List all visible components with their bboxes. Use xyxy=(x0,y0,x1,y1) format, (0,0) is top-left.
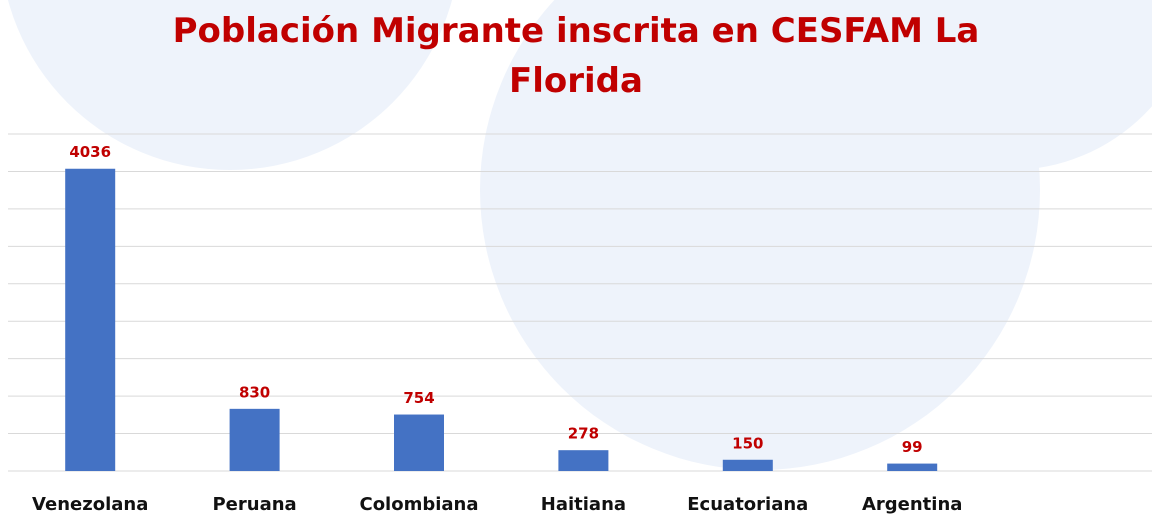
x-tick-label: Peruana xyxy=(212,494,296,515)
x-tick-label: Ecuatoriana xyxy=(687,494,808,515)
data-label: 99 xyxy=(902,438,923,456)
x-tick-label: Colombiana xyxy=(359,494,478,515)
chart-title: Población Migrante inscrita en CESFAM La… xyxy=(172,11,980,101)
data-label: 150 xyxy=(732,434,763,452)
data-label: 4036 xyxy=(69,143,111,161)
bar xyxy=(394,414,444,471)
data-label: 278 xyxy=(568,425,599,443)
x-tick-label: Venezolana xyxy=(32,494,148,515)
bar xyxy=(65,168,116,471)
data-label: 830 xyxy=(239,383,270,401)
bar xyxy=(229,408,280,471)
data-label: 754 xyxy=(403,389,434,407)
bar xyxy=(722,459,773,471)
bar xyxy=(558,450,609,471)
background-decoration xyxy=(7,0,1152,470)
x-tick-label: Argentina xyxy=(862,494,962,515)
x-tick-label: Haitiana xyxy=(541,494,626,515)
bar xyxy=(887,463,938,471)
